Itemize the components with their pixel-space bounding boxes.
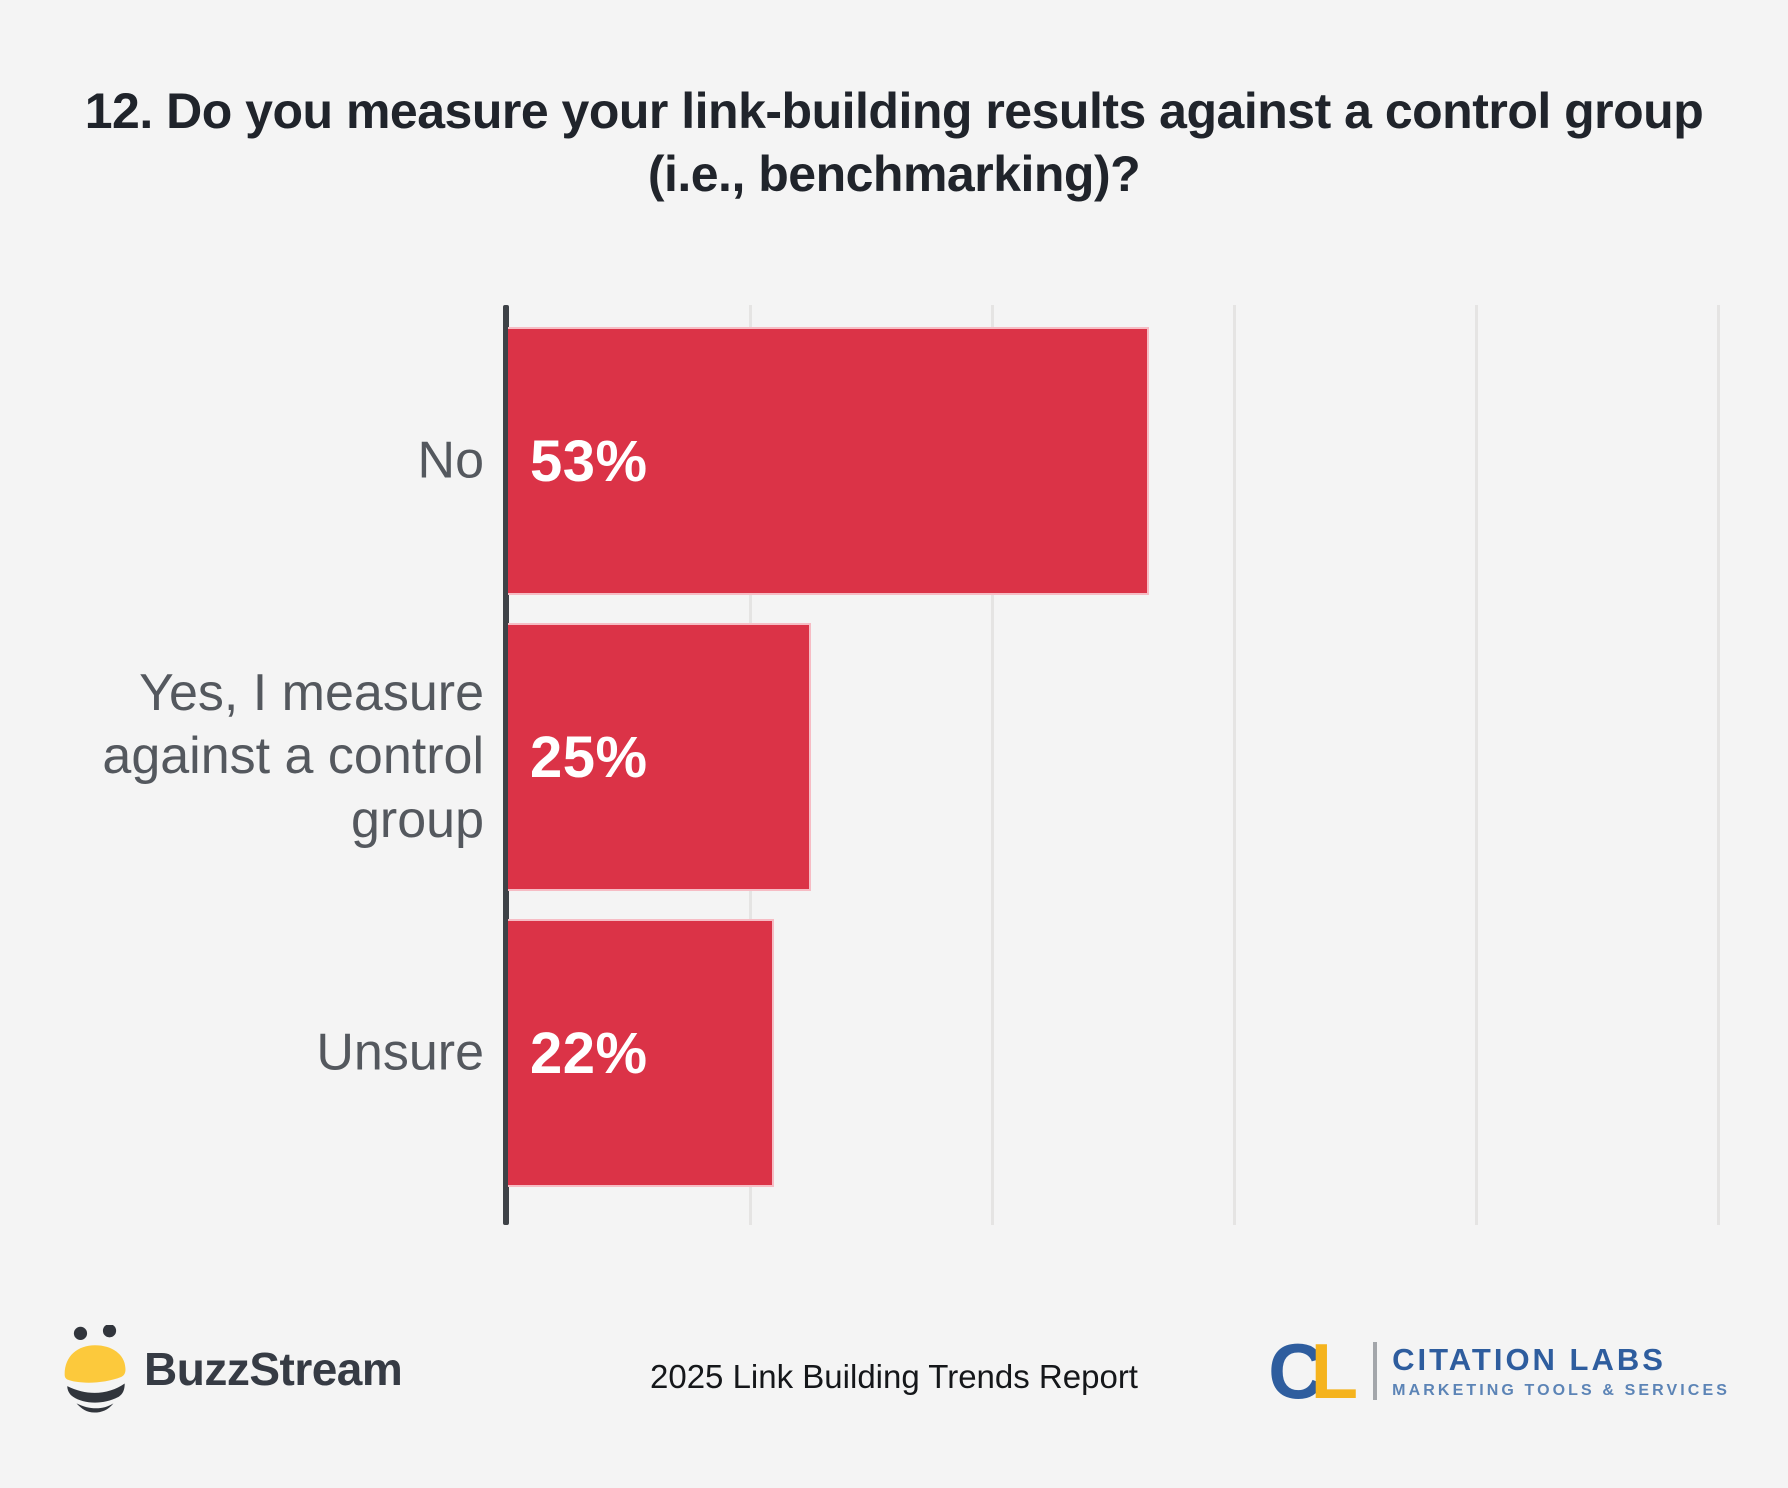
logo-divider (1373, 1342, 1378, 1400)
gridline (1475, 305, 1478, 1225)
value-label: 53% (530, 428, 648, 494)
bee-icon (64, 1325, 126, 1413)
value-label: 25% (530, 724, 648, 790)
category-label: Unsure (316, 1023, 484, 1082)
chart-title: 12. Do you measure your link-building re… (84, 83, 1704, 202)
citation-labs-tagline: MARKETING TOOLS & SERVICES (1392, 1382, 1730, 1399)
bar-yes-control-group: 25% (508, 623, 811, 891)
value-label: 22% (530, 1020, 648, 1086)
monogram-c: C (1268, 1327, 1324, 1416)
citation-labs-monogram-icon: C L (1268, 1327, 1359, 1416)
bar-row-yes-control-group: Yes, I measure against a control group 2… (0, 623, 1788, 891)
buzzstream-wordmark: BuzzStream (144, 1343, 403, 1395)
monogram-l: L (1310, 1327, 1359, 1416)
citation-labs-name: CITATION LABS (1392, 1342, 1666, 1377)
bar-row-no: No 53% (0, 327, 1788, 595)
category-label: No (417, 431, 484, 490)
gridline (991, 305, 994, 1225)
report-title: 2025 Link Building Trends Report (650, 1358, 1138, 1395)
buzzstream-logo: BuzzStream (62, 1324, 403, 1414)
footer: BuzzStream 2025 Link Building Trends Rep… (0, 1300, 1788, 1488)
gridline (1717, 305, 1720, 1225)
bar-row-unsure: Unsure 22% (0, 919, 1788, 1187)
category-axis-line (503, 305, 509, 1225)
bar-unsure: 22% (508, 919, 774, 1187)
citation-labs-logo: C L CITATION LABS MARKETING TOOLS & SERV… (1268, 1327, 1730, 1416)
bar-no: 53% (508, 327, 1149, 595)
gridline (1233, 305, 1236, 1225)
category-label: Yes, I measure against a control group (102, 663, 484, 849)
